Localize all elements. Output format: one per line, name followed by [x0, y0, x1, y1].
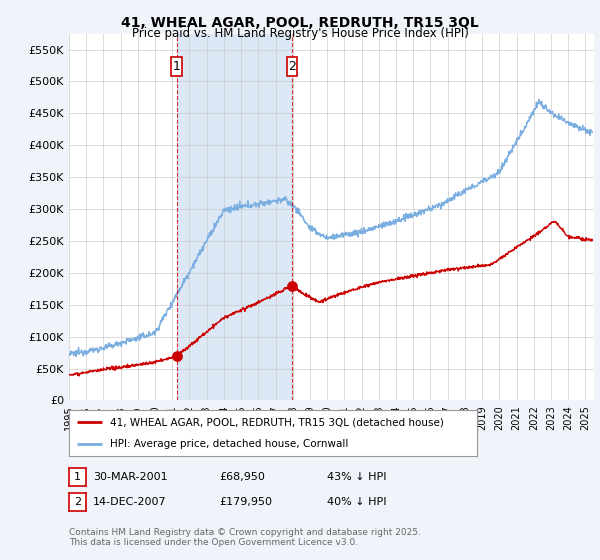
Text: 40% ↓ HPI: 40% ↓ HPI	[327, 497, 386, 507]
Text: 1: 1	[74, 472, 81, 482]
Text: 2: 2	[288, 60, 296, 73]
Text: 14-DEC-2007: 14-DEC-2007	[93, 497, 167, 507]
Text: 43% ↓ HPI: 43% ↓ HPI	[327, 472, 386, 482]
FancyBboxPatch shape	[172, 57, 182, 76]
FancyBboxPatch shape	[287, 57, 297, 76]
Text: 1: 1	[173, 60, 181, 73]
Text: HPI: Average price, detached house, Cornwall: HPI: Average price, detached house, Corn…	[110, 439, 348, 449]
Point	[172, 352, 181, 361]
Text: 41, WHEAL AGAR, POOL, REDRUTH, TR15 3QL (detached house): 41, WHEAL AGAR, POOL, REDRUTH, TR15 3QL …	[110, 417, 443, 427]
Text: £179,950: £179,950	[219, 497, 272, 507]
Text: 41, WHEAL AGAR, POOL, REDRUTH, TR15 3QL: 41, WHEAL AGAR, POOL, REDRUTH, TR15 3QL	[121, 16, 479, 30]
Point	[287, 281, 297, 290]
Text: Price paid vs. HM Land Registry's House Price Index (HPI): Price paid vs. HM Land Registry's House …	[131, 27, 469, 40]
Text: £68,950: £68,950	[219, 472, 265, 482]
Bar	[176, 34, 292, 400]
Text: 2: 2	[74, 497, 81, 507]
Text: 30-MAR-2001: 30-MAR-2001	[93, 472, 167, 482]
Text: Contains HM Land Registry data © Crown copyright and database right 2025.
This d: Contains HM Land Registry data © Crown c…	[69, 528, 421, 547]
